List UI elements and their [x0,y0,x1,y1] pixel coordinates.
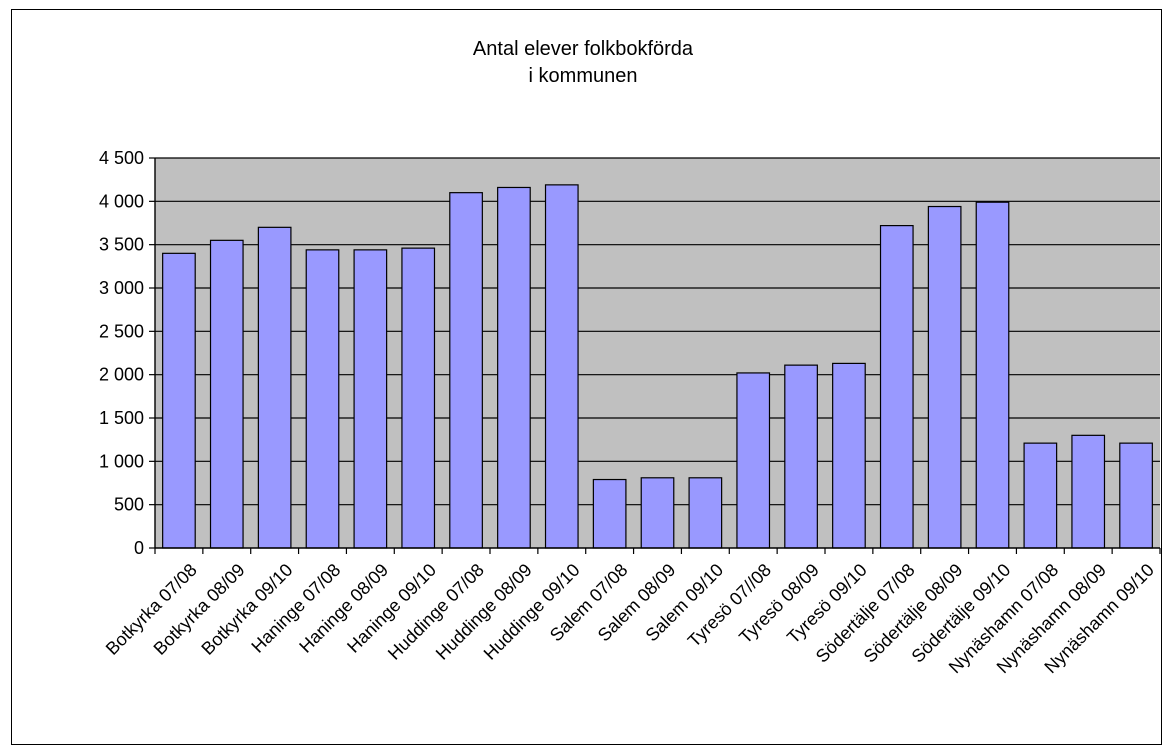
bar [305,249,340,549]
y-tick-label: 3 500 [99,235,144,255]
y-tick-label: 4 500 [99,148,144,168]
bar [353,249,388,549]
y-tick-label: 4 000 [99,191,144,211]
bar [832,362,866,549]
axes [154,158,1160,549]
bars [162,184,1153,549]
y-tick-label: 2 500 [99,321,144,341]
bar [688,477,723,549]
y-tick-label: 0 [134,538,144,558]
y-tick-label: 500 [114,495,144,515]
bar [209,239,244,549]
bar [879,225,914,549]
bar [592,478,627,549]
bar [497,186,531,549]
bar [736,372,771,549]
chart-title-line-2: i kommunen [529,65,638,87]
bar [162,252,196,549]
bar [1071,434,1106,549]
bar [544,184,579,549]
bar [257,226,292,549]
bar [784,364,818,549]
bar [401,247,436,549]
chart-title-line-1: Antal elever folkbokförda [473,38,694,60]
bar [449,192,483,549]
bar [640,477,675,549]
y-axis-ticks: 0 500 1 000 1 500 2 000 2 500 3 000 3 500 4 000 4… [99,148,155,558]
bar [1119,442,1153,549]
y-tick-label: 2 000 [99,365,144,385]
bar [975,201,1010,549]
bar [927,205,962,549]
x-tick-label: Tyresö 07//08 [684,560,775,651]
y-tick-label: 1 500 [99,408,144,428]
bar [1023,442,1058,549]
y-tick-label: 1 000 [99,451,144,471]
y-tick-label: 3 000 [99,278,144,298]
